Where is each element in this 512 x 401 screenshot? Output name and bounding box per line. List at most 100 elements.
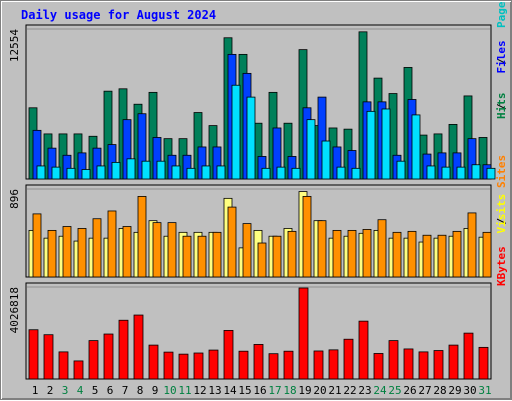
- pages-bar: [186, 167, 196, 180]
- x-tick-label: 21: [328, 384, 341, 397]
- x-tick-label: 13: [208, 384, 221, 397]
- y-max-label: 896: [8, 189, 21, 209]
- kbytes-bar: [148, 344, 159, 380]
- x-tick-label: 18: [283, 384, 296, 397]
- kbytes-bar: [418, 351, 429, 380]
- kbytes-bar: [43, 334, 54, 380]
- x-tick-label: 1: [32, 384, 39, 397]
- kbytes-bar: [358, 320, 369, 380]
- pages-bar: [471, 164, 481, 180]
- sites-bar: [302, 196, 312, 278]
- sites-bar: [47, 229, 57, 278]
- kbytes-bar: [343, 338, 354, 380]
- x-tick-label: 12: [193, 384, 206, 397]
- legend-separator: /: [495, 103, 508, 110]
- sites-bar: [287, 230, 297, 278]
- chart-title: Daily usage for August 2024: [21, 8, 216, 22]
- kbytes-bar: [238, 350, 249, 380]
- sites-bar: [407, 230, 417, 278]
- pages-bar: [156, 160, 166, 180]
- legend-hits: Hits: [495, 93, 508, 120]
- kbytes-bar: [208, 349, 219, 380]
- legend-separator: /: [495, 218, 508, 225]
- kbytes-bar: [163, 351, 174, 380]
- pages-bar: [381, 108, 391, 180]
- x-tick-label: 19: [298, 384, 311, 397]
- legend-separator: /: [495, 58, 508, 65]
- pages-bar: [231, 84, 241, 180]
- sites-bar: [317, 220, 327, 278]
- x-tick-label: 9: [152, 384, 159, 397]
- kbytes-bar: [463, 332, 474, 380]
- sites-bar: [197, 235, 207, 278]
- y-max-label: 12554: [8, 29, 21, 62]
- sites-bar: [467, 212, 477, 278]
- x-tick-label: 30: [463, 384, 476, 397]
- pages-bar: [456, 166, 466, 180]
- x-tick-label: 14: [223, 384, 237, 397]
- sites-bar: [62, 226, 72, 278]
- kbytes-bar: [478, 346, 489, 380]
- pages-bar: [486, 167, 496, 180]
- sites-bar: [377, 219, 387, 278]
- x-tick-label: 7: [122, 384, 129, 397]
- sites-bar: [92, 218, 102, 278]
- pages-bar: [141, 160, 151, 180]
- pages-bar: [216, 165, 226, 180]
- pages-bar: [246, 96, 256, 180]
- pages-bar: [66, 167, 76, 180]
- sites-bar: [32, 213, 42, 278]
- kbytes-bar: [433, 350, 444, 380]
- x-tick-label: 4: [77, 384, 84, 397]
- legend-sites: Sites: [495, 155, 508, 188]
- x-tick-label: 26: [403, 384, 416, 397]
- sites-bar: [362, 229, 372, 278]
- pages-bar: [171, 165, 181, 180]
- sites-bar: [422, 234, 432, 278]
- pages-bar: [51, 166, 61, 180]
- sites-bar: [257, 242, 267, 278]
- pages-bar: [201, 165, 211, 180]
- kbytes-bar: [73, 360, 84, 380]
- x-tick-label: 11: [178, 384, 191, 397]
- x-tick-label: 20: [313, 384, 326, 397]
- x-tick-label: 28: [433, 384, 446, 397]
- pages-bar: [36, 165, 46, 180]
- kbytes-bar: [223, 330, 234, 380]
- x-tick-label: 17: [268, 384, 281, 397]
- x-tick-label: 15: [238, 384, 251, 397]
- pages-bar: [336, 166, 346, 180]
- pages-bar: [366, 110, 376, 180]
- pages-bar: [441, 166, 451, 180]
- kbytes-bar: [28, 329, 39, 380]
- legend-files: Files: [495, 40, 508, 73]
- sites-bar: [212, 231, 222, 278]
- sites-bar: [332, 229, 342, 278]
- pages-bar: [351, 167, 361, 180]
- x-tick-label: 24: [373, 384, 387, 397]
- kbytes-bar: [313, 350, 324, 380]
- kbytes-bar: [178, 353, 189, 380]
- x-tick-label: 16: [253, 384, 266, 397]
- legend-kbytes: KBytes: [495, 246, 508, 286]
- kbytes-bar: [448, 344, 459, 380]
- kbytes-bar: [388, 340, 399, 380]
- kbytes-bar: [193, 352, 204, 380]
- sites-bar: [392, 231, 402, 278]
- kbytes-bar: [58, 351, 69, 380]
- sites-bar: [452, 230, 462, 278]
- x-tick-label: 27: [418, 384, 431, 397]
- x-tick-label: 23: [358, 384, 371, 397]
- y-max-label: 4026818: [8, 287, 21, 333]
- sites-bar: [167, 222, 177, 278]
- sites-bar: [122, 226, 132, 278]
- sites-bar: [137, 196, 147, 278]
- sites-bar: [77, 228, 87, 278]
- pages-bar: [276, 166, 286, 180]
- legend-pages: Pages: [495, 1, 508, 28]
- pages-bar: [396, 160, 406, 180]
- pages-bar: [81, 169, 91, 180]
- kbytes-bar: [88, 340, 99, 380]
